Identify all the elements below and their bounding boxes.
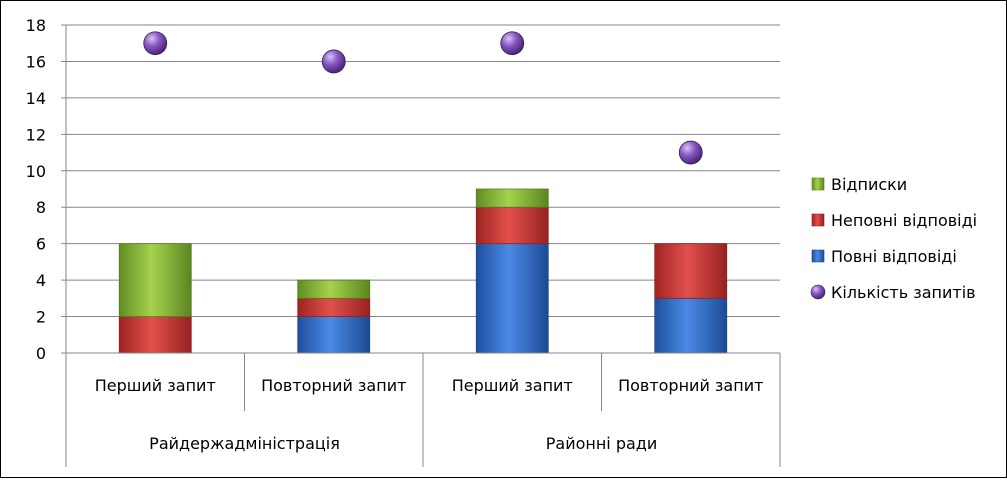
marker-point [678,140,703,165]
y-tick-label: 12 [26,125,46,144]
legend-label: Неповні відповіді [831,211,977,230]
bar-segment [297,297,371,317]
legend-label: Кількість запитів [831,283,976,302]
bars [118,188,728,354]
bar-segment [118,243,192,317]
bar-segment [654,243,728,299]
legend: Відписки Неповні відповіді Повні відповіді… [810,175,977,302]
bar-segment [654,297,728,354]
x-tick-label: Перший запит [95,376,216,395]
y-tick-label: 10 [26,162,46,181]
marker-point [500,31,525,56]
bar-segment [118,316,192,354]
x-axis: Перший запит Повторний запит Перший запит П… [65,352,781,467]
x-tick-label: Перший запит [452,376,573,395]
markers [143,31,703,165]
marker-point [143,31,168,56]
y-tick-label: 16 [26,52,46,71]
bar-segment [475,188,549,208]
y-tick-label: 8 [36,198,46,217]
legend-marker-swatch [810,284,826,300]
y-axis: 0 2 4 6 8 10 12 14 16 18 [26,16,67,363]
bar-segment [297,316,371,354]
legend-swatch [811,213,825,227]
legend-label: Відписки [831,175,907,194]
legend-label: Повні відповіді [831,247,957,266]
bar-segment [475,206,549,245]
marker-point [321,49,346,74]
bar-segment [475,243,549,354]
y-tick-label: 2 [36,308,46,327]
y-tick-label: 4 [36,271,46,290]
x-tick-label: Повторний запит [261,376,406,395]
x-group-label: Райдержадміністрація [149,434,340,453]
x-tick-label: Повторний запит [618,376,763,395]
y-tick-label: 6 [36,235,46,254]
y-tick-label: 14 [26,89,46,108]
x-group-label: Районні ради [546,434,658,453]
y-tick-label: 18 [26,16,46,35]
y-tick-label: 0 [36,344,46,363]
legend-swatch [811,177,825,191]
legend-swatch [811,249,825,263]
bar-segment [297,279,371,299]
